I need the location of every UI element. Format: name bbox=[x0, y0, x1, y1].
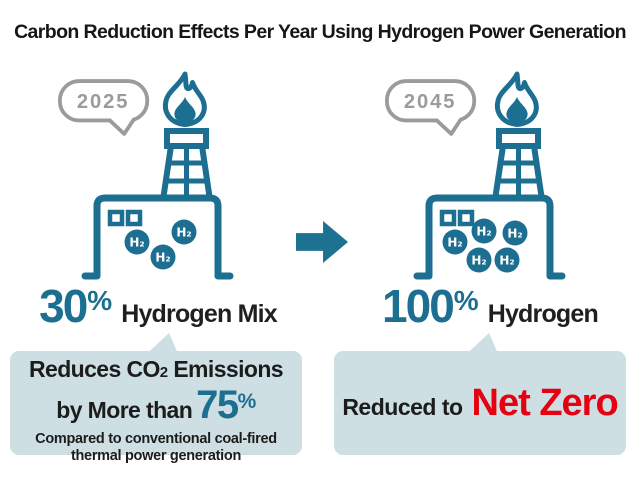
stat-left-value: 30 bbox=[39, 280, 88, 332]
page-title: Carbon Reduction Effects Per Year Using … bbox=[14, 21, 626, 43]
reduction-unit: % bbox=[237, 390, 257, 413]
h2-bubble: H₂ bbox=[171, 219, 197, 245]
co2-reduction-headline: Reduces CO2 Emissions bbox=[10, 357, 302, 385]
h2-label: H₂ bbox=[499, 254, 514, 268]
net-zero-line: Reduced to Net Zero bbox=[342, 381, 619, 425]
h2-label: H₂ bbox=[129, 236, 144, 250]
headline-pre: Reduces CO bbox=[29, 356, 160, 382]
speech-bubble-outline bbox=[57, 79, 150, 123]
h2-bubbles: H₂ H₂ H₂ bbox=[124, 219, 197, 270]
reduction-pre: by More than bbox=[56, 397, 193, 423]
h2-bubble: H₂ bbox=[124, 229, 150, 255]
derrick-tower bbox=[492, 128, 545, 201]
h2-bubbles: H₂ H₂ H₂ H₂ H₂ bbox=[442, 218, 528, 273]
h2-label: H₂ bbox=[176, 226, 191, 240]
callout-right-tail bbox=[468, 333, 498, 352]
speech-bubble-2045: 2045 bbox=[384, 79, 477, 136]
h2-bubble: H₂ bbox=[471, 218, 497, 244]
derrick-tower bbox=[160, 128, 213, 201]
year-label-2025: 2025 bbox=[77, 91, 130, 113]
stat-right-value: 100 bbox=[382, 280, 455, 332]
h2-label: H₂ bbox=[155, 251, 170, 265]
plant-building bbox=[81, 194, 234, 280]
stat-left-label: Hydrogen Mix bbox=[121, 300, 278, 328]
stat-right-unit: % bbox=[453, 285, 479, 316]
headline-post: Emissions bbox=[167, 356, 283, 382]
speech-bubble-tail bbox=[109, 117, 134, 134]
speech-bubble-tail bbox=[436, 117, 461, 134]
h2-bubble: H₂ bbox=[442, 229, 468, 255]
h2-bubble: H₂ bbox=[494, 247, 520, 273]
h2-bubble: H₂ bbox=[466, 247, 492, 273]
stat-right: 100% Hydrogen bbox=[350, 283, 630, 329]
h2-label: H₂ bbox=[447, 236, 462, 250]
callout-left-tail bbox=[148, 333, 178, 352]
speech-bubble-tail-outline bbox=[107, 117, 136, 136]
net-zero-highlight: Net Zero bbox=[471, 381, 619, 424]
year-label-2045: 2045 bbox=[404, 91, 457, 113]
reduction-amount-line: by More than 75% bbox=[10, 385, 302, 427]
h2-label: H₂ bbox=[471, 254, 486, 268]
stat-right-label: Hydrogen bbox=[487, 300, 599, 328]
comparison-note: Compared to conventional coal-fired ther… bbox=[10, 431, 302, 465]
plant-window bbox=[107, 209, 125, 227]
h2-label: H₂ bbox=[476, 225, 491, 239]
stat-left: 30% Hydrogen Mix bbox=[18, 283, 298, 329]
h2-label: H₂ bbox=[507, 227, 522, 241]
h2-bubble: H₂ bbox=[150, 244, 176, 270]
h2-bubble: H₂ bbox=[502, 220, 528, 246]
comparison-note-line2: thermal power generation bbox=[70, 448, 242, 464]
flame-icon bbox=[494, 71, 539, 127]
co2-subscript: 2 bbox=[159, 364, 168, 381]
speech-bubble-tail-outline bbox=[434, 117, 463, 136]
flame-icon bbox=[162, 71, 207, 127]
power-plant-2045-icon: H₂ H₂ H₂ H₂ H₂ bbox=[413, 71, 566, 280]
arrow-right-icon bbox=[296, 221, 348, 263]
plant-window bbox=[125, 209, 143, 227]
speech-bubble-2025: 2025 bbox=[57, 79, 150, 136]
callout-right: Reduced to Net Zero bbox=[334, 351, 626, 455]
speech-bubble-outline bbox=[384, 79, 477, 123]
reduction-value: 75 bbox=[196, 383, 239, 427]
power-plant-2025-icon: H₂ H₂ H₂ bbox=[81, 71, 234, 280]
stat-left-unit: % bbox=[87, 285, 113, 316]
net-zero-pre: Reduced to bbox=[342, 393, 463, 420]
callout-left: Reduces CO2 Emissions by More than 75% Co… bbox=[10, 351, 302, 464]
comparison-note-line1: Compared to conventional coal-fired bbox=[35, 431, 277, 447]
plant-window bbox=[457, 209, 475, 227]
plant-window bbox=[439, 209, 457, 227]
